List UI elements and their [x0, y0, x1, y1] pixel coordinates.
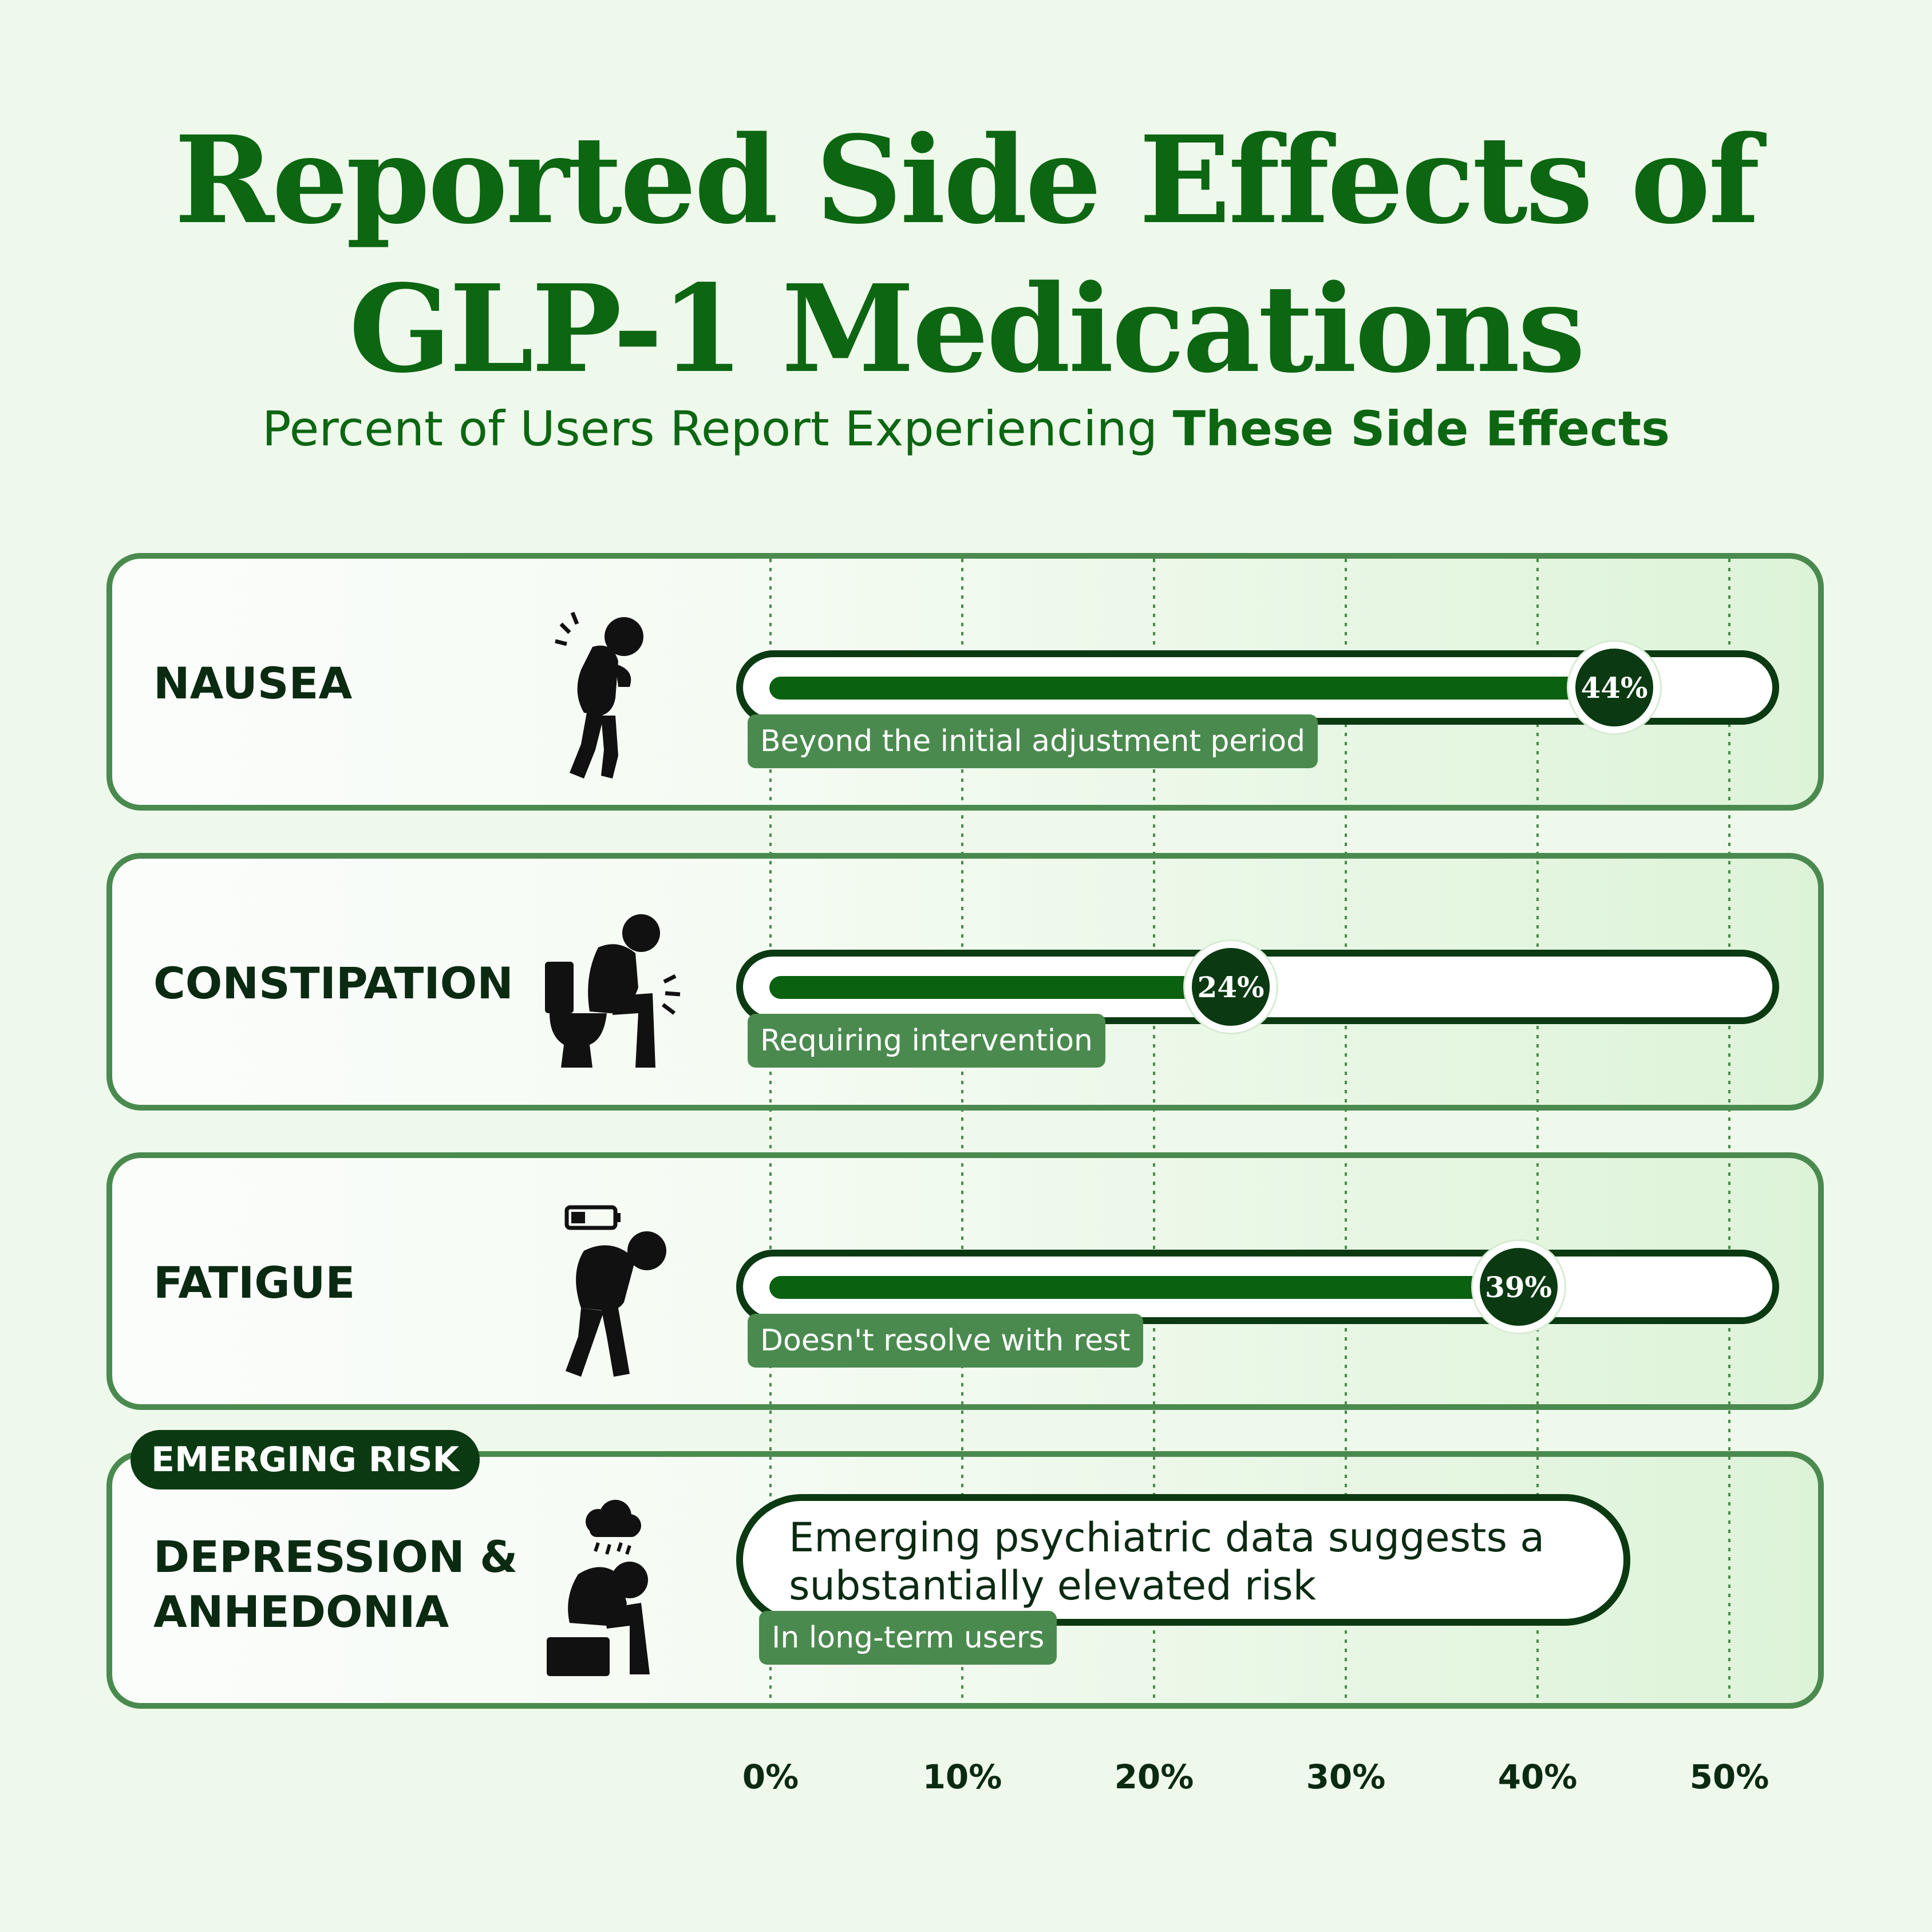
emerging-risk-text: Emerging psychiatric data suggests a sub… — [736, 1494, 1630, 1626]
depression-note: In long-term users — [759, 1611, 1057, 1665]
value-badge: 39% — [1472, 1241, 1564, 1333]
row-label-nausea: NAUSEA — [153, 658, 353, 709]
nausea-person-icon — [555, 611, 643, 779]
toilet-person-icon — [545, 914, 681, 1068]
x-tick-label: 20% — [1114, 1757, 1194, 1796]
row-label-constipation: CONSTIPATION — [153, 958, 513, 1009]
value-badge: 24% — [1185, 941, 1277, 1033]
bar-track — [736, 1250, 1779, 1324]
subtitle: Percent of Users Report Experiencing The… — [0, 401, 1932, 457]
bar — [769, 1276, 1526, 1299]
bar — [769, 677, 1621, 700]
x-tick-label: 40% — [1498, 1757, 1578, 1796]
depression-label-line-2: ANHEDONIA — [153, 1586, 449, 1637]
x-tick-label: 10% — [922, 1757, 1002, 1796]
x-tick-label: 0% — [742, 1757, 799, 1796]
rain-cloud-person-icon — [547, 1500, 650, 1676]
emerging-risk-tag: EMERGING RISK — [131, 1430, 480, 1490]
x-tick-label: 30% — [1306, 1757, 1386, 1796]
subtitle-plain: Percent of Users Report Experiencing — [262, 401, 1158, 457]
title-line-2: GLP-1 Medications — [349, 258, 1585, 400]
bar-note: Beyond the initial adjustment period — [748, 714, 1318, 768]
low-battery-person-icon — [564, 1205, 666, 1377]
bar-note: Requiring intervention — [748, 1014, 1106, 1068]
bar — [769, 976, 1238, 999]
subtitle-bold: These Side Effects — [1172, 401, 1670, 457]
bar-note: Doesn't resolve with rest — [748, 1314, 1143, 1368]
depression-label-line-1: DEPRESSION & — [153, 1531, 518, 1582]
row-label-depression: DEPRESSION & ANHEDONIA — [153, 1530, 517, 1639]
row-label-fatigue: FATIGUE — [153, 1257, 355, 1308]
value-badge: 44% — [1568, 642, 1660, 733]
title-line-1: Reported Side Effects of — [174, 109, 1760, 251]
x-tick-label: 50% — [1689, 1757, 1769, 1796]
